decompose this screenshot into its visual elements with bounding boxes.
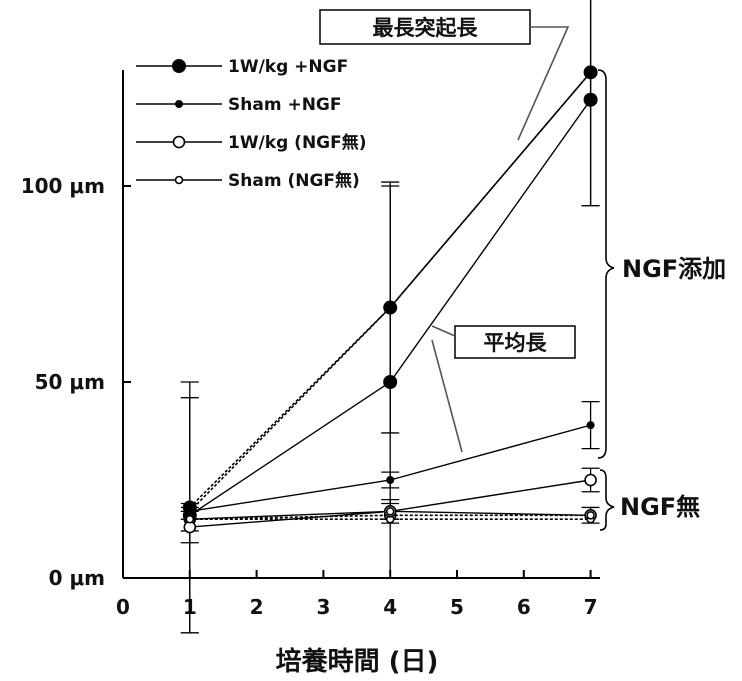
legend-item: 1W/kg +NGF <box>136 57 348 77</box>
x-tick-label: 5 <box>450 595 464 619</box>
data-point <box>385 507 395 516</box>
brace-ngf-added: NGF添加 <box>597 69 726 459</box>
x-tick-label: 3 <box>316 595 330 619</box>
legend-marker-icon <box>174 175 184 185</box>
legend: 1W/kg +NGF Sham +NGF 1W/kg (NGF無) Sham (NGF… <box>136 57 367 191</box>
y-tick-label: 0 μm <box>49 566 105 590</box>
data-point <box>185 514 195 524</box>
x-tick-label: 2 <box>250 595 264 619</box>
legend-item: Sham (NGF無) <box>136 170 360 191</box>
annotation-average-label: 平均長 <box>484 331 548 355</box>
annotation-longest-pointer <box>517 26 570 141</box>
x-tick-label: 4 <box>383 595 397 619</box>
brace-ngf-none-icon <box>599 469 615 531</box>
brace-ngf-added-icon <box>597 69 615 459</box>
legend-marker-icon <box>172 135 186 149</box>
x-tick-label: 6 <box>517 595 531 619</box>
legend-label: Sham +NGF <box>228 95 342 115</box>
annotation-average-box <box>454 325 576 359</box>
annotation-average: 平均長 <box>431 325 576 453</box>
data-point <box>586 510 595 520</box>
axes <box>122 70 600 579</box>
data-point <box>386 303 395 312</box>
x-tick-label: 7 <box>584 595 598 619</box>
x-tick-label: 0 <box>116 595 130 619</box>
legend-label: 1W/kg +NGF <box>228 57 348 77</box>
legend-label: Sham (NGF無) <box>228 170 360 191</box>
data-point <box>185 507 194 516</box>
data-point <box>586 68 595 77</box>
annotation-longest-label: 最長突起長 <box>373 16 479 40</box>
legend-label: 1W/kg (NGF無) <box>228 132 367 153</box>
annotation-average-pointer-b <box>431 339 463 453</box>
x-axis-title: 培養時間 (日) <box>276 647 439 677</box>
data-point <box>386 476 395 484</box>
brace-ngf-none-label: NGF無 <box>620 493 700 521</box>
legend-item: 1W/kg (NGF無) <box>136 132 367 153</box>
y-tick-label: 100 μm <box>21 174 105 198</box>
data-point <box>584 473 597 487</box>
annotation-longest-box <box>319 9 531 45</box>
data-point <box>586 421 595 430</box>
brace-ngf-none: NGF無 <box>599 469 700 531</box>
data-point <box>583 92 598 107</box>
annotation-average-pointer-a <box>431 325 456 337</box>
data-point <box>383 375 398 389</box>
legend-marker-icon <box>172 59 186 73</box>
y-tick-label: 50 μm <box>35 370 105 394</box>
legend-item: Sham +NGF <box>136 95 342 115</box>
annotation-longest: 最長突起長 <box>319 9 570 141</box>
brace-ngf-added-label: NGF添加 <box>622 255 726 283</box>
legend-marker-icon <box>175 100 183 108</box>
markers-layer <box>182 65 598 534</box>
